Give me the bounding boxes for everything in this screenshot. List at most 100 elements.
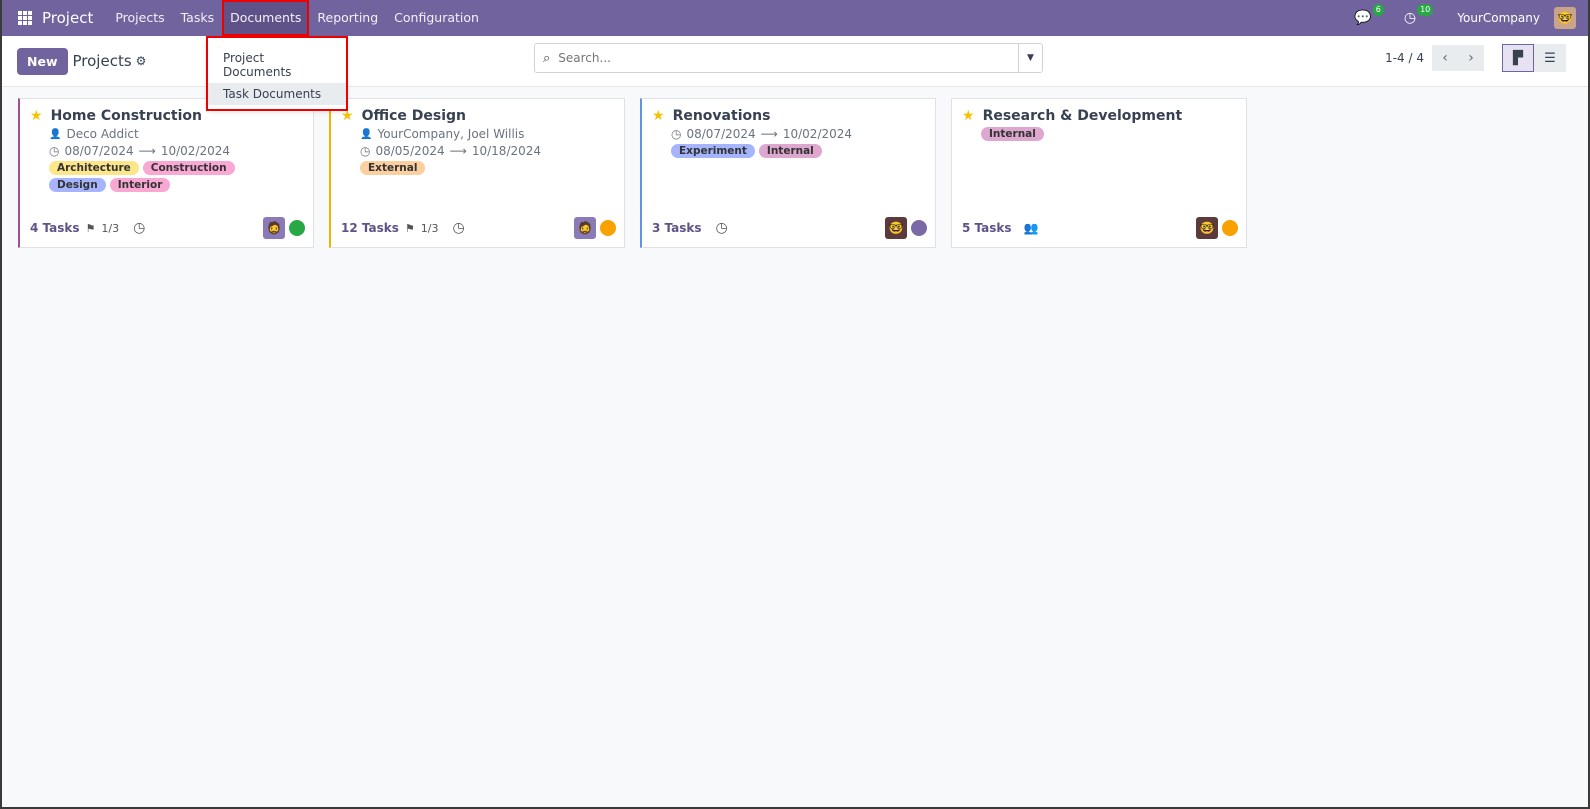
favorite-star-icon[interactable]: ★ — [652, 108, 665, 124]
card-right: 🤓 — [1196, 217, 1238, 239]
project-card[interactable]: ★ Office Design 👤 YourCompany, Joel Willis ◷… — [329, 98, 625, 248]
list-view-button[interactable]: ☰ — [1534, 44, 1566, 72]
activity-clock-icon[interactable]: ◷ — [133, 220, 146, 236]
tag: Experiment — [671, 144, 755, 158]
search-bar: ⌕ ▼ — [534, 43, 1043, 73]
manager-avatar[interactable]: 🧔 — [574, 217, 596, 239]
tag-list: Internal — [981, 127, 1221, 141]
chat-icon: 💬 — [1354, 10, 1372, 26]
status-indicator[interactable] — [1222, 220, 1238, 236]
status-indicator[interactable] — [911, 220, 927, 236]
activities-button[interactable]: ◷ 10 — [1403, 4, 1434, 26]
user-icon: 👤 — [360, 128, 373, 140]
card-title: ★ Renovations — [652, 108, 925, 124]
pager-value[interactable]: 1-4 / 4 — [1385, 51, 1424, 65]
project-name[interactable]: Home Construction — [50, 108, 202, 124]
card-right: 🤓 — [885, 217, 927, 239]
card-title: ★ Research & Development — [962, 108, 1236, 124]
search-icon: ⌕ — [543, 50, 551, 66]
tag-list: External — [360, 161, 600, 175]
tag: External — [360, 161, 426, 175]
gear-icon[interactable]: ⚙ — [135, 54, 147, 68]
tag: Construction — [142, 161, 235, 175]
project-card[interactable]: ★ Renovations ◷ 08/07/2024 ⟶ 10/02/2024 Experi… — [640, 98, 936, 248]
manager-avatar[interactable]: 🤓 — [885, 217, 907, 239]
menu-tasks[interactable]: Tasks — [180, 10, 215, 25]
customer-name: YourCompany, Joel Willis — [377, 127, 525, 141]
menu-item-task-documents[interactable]: Task Documents — [208, 83, 346, 105]
favorite-star-icon[interactable]: ★ — [341, 108, 354, 124]
user-icon: 👤 — [49, 128, 62, 140]
arrow-right-icon: ⟶ — [138, 144, 156, 158]
pager-next[interactable]: › — [1458, 45, 1484, 71]
project-name[interactable]: Office Design — [361, 108, 466, 124]
tasks-link[interactable]: 5 Tasks — [962, 221, 1012, 235]
date-range: ◷ 08/07/2024 ⟶ 10/02/2024 — [49, 144, 303, 158]
start-date: 08/05/2024 — [375, 144, 445, 158]
tag: Design — [49, 178, 106, 192]
end-date: 10/02/2024 — [160, 144, 231, 158]
breadcrumb: Projects — [72, 52, 132, 70]
menu-reporting[interactable]: Reporting — [317, 10, 379, 25]
milestones-count: 1/3 — [420, 221, 439, 235]
new-button[interactable]: New — [17, 47, 68, 75]
tasks-link[interactable]: 4 Tasks — [30, 221, 80, 235]
project-card[interactable]: ★ Research & Development Internal 5 Tasks 👥 🤓 — [951, 98, 1247, 248]
menu-documents[interactable]: Documents — [222, 0, 310, 36]
end-date: 10/18/2024 — [471, 144, 542, 158]
messages-button[interactable]: 💬 6 — [1354, 4, 1384, 26]
followers-icon[interactable]: 👥 — [1023, 221, 1039, 235]
customer-name: Deco Addict — [66, 127, 139, 141]
card-title: ★ Home Construction — [30, 108, 303, 124]
clock-icon: ◷ — [360, 144, 371, 158]
search-options-toggle[interactable]: ▼ — [1018, 44, 1042, 72]
status-indicator[interactable] — [289, 220, 305, 236]
tasks-link[interactable]: 12 Tasks — [341, 221, 399, 235]
pager-previous[interactable]: ‹ — [1432, 45, 1458, 71]
messages-count: 6 — [1372, 4, 1384, 16]
menu-projects[interactable]: Projects — [115, 10, 165, 25]
customer: 👤 Deco Addict — [49, 127, 303, 141]
tag-list: Experiment Internal — [671, 144, 911, 158]
card-footer: 4 Tasks ⚑ 1/3 ◷ 🧔 — [30, 217, 305, 239]
app-grid-icon[interactable] — [18, 11, 32, 25]
project-name[interactable]: Renovations — [672, 108, 771, 124]
tag: Internal — [981, 127, 1044, 141]
tag: Internal — [758, 144, 822, 158]
menu-item-project-documents[interactable]: Project Documents — [223, 51, 292, 79]
card-right: 🧔 — [263, 217, 305, 239]
clock-icon: ◷ — [49, 144, 60, 158]
tag-list: Architecture Construction Design Interior — [49, 161, 289, 192]
flag-icon: ⚑ — [85, 221, 96, 235]
card-title: ★ Office Design — [341, 108, 614, 124]
user-avatar[interactable]: 🤓 — [1554, 7, 1576, 29]
arrow-right-icon: ⟶ — [449, 144, 467, 158]
status-indicator[interactable] — [600, 220, 616, 236]
date-range: ◷ 08/05/2024 ⟶ 10/18/2024 — [360, 144, 614, 158]
company-switcher[interactable]: YourCompany — [1457, 11, 1540, 25]
manager-avatar[interactable]: 🧔 — [263, 217, 285, 239]
search-input[interactable] — [558, 51, 1018, 65]
start-date: 08/07/2024 — [64, 144, 134, 158]
tasks-link[interactable]: 3 Tasks — [652, 221, 702, 235]
manager-avatar[interactable]: 🤓 — [1196, 217, 1218, 239]
menu-configuration[interactable]: Configuration — [394, 10, 479, 25]
kanban-cards: ★ Home Construction 👤 Deco Addict ◷ 08/07/202… — [18, 98, 1247, 248]
end-date: 10/02/2024 — [782, 127, 853, 141]
top-navbar: Project Projects Tasks Documents Reporti… — [2, 0, 1588, 36]
documents-dropdown: Project Documents Task Documents — [206, 36, 348, 111]
activity-clock-icon[interactable]: ◷ — [715, 220, 728, 236]
control-panel: New Projects ⚙ ⌕ ▼ 1-4 / 4 ‹ › ▛ ☰ — [2, 36, 1588, 87]
app-name[interactable]: Project — [42, 9, 94, 27]
favorite-star-icon[interactable]: ★ — [962, 108, 975, 124]
project-name[interactable]: Research & Development — [982, 108, 1183, 124]
kanban-view-button[interactable]: ▛ — [1502, 44, 1534, 72]
project-card[interactable]: ★ Home Construction 👤 Deco Addict ◷ 08/07/202… — [18, 98, 314, 248]
activities-count: 10 — [1417, 4, 1434, 16]
tag: Interior — [109, 178, 171, 192]
clock-icon: ◷ — [1403, 10, 1417, 26]
favorite-star-icon[interactable]: ★ — [30, 108, 43, 124]
card-footer: 3 Tasks ◷ 🤓 — [652, 217, 927, 239]
start-date: 08/07/2024 — [686, 127, 756, 141]
activity-clock-icon[interactable]: ◷ — [452, 220, 465, 236]
